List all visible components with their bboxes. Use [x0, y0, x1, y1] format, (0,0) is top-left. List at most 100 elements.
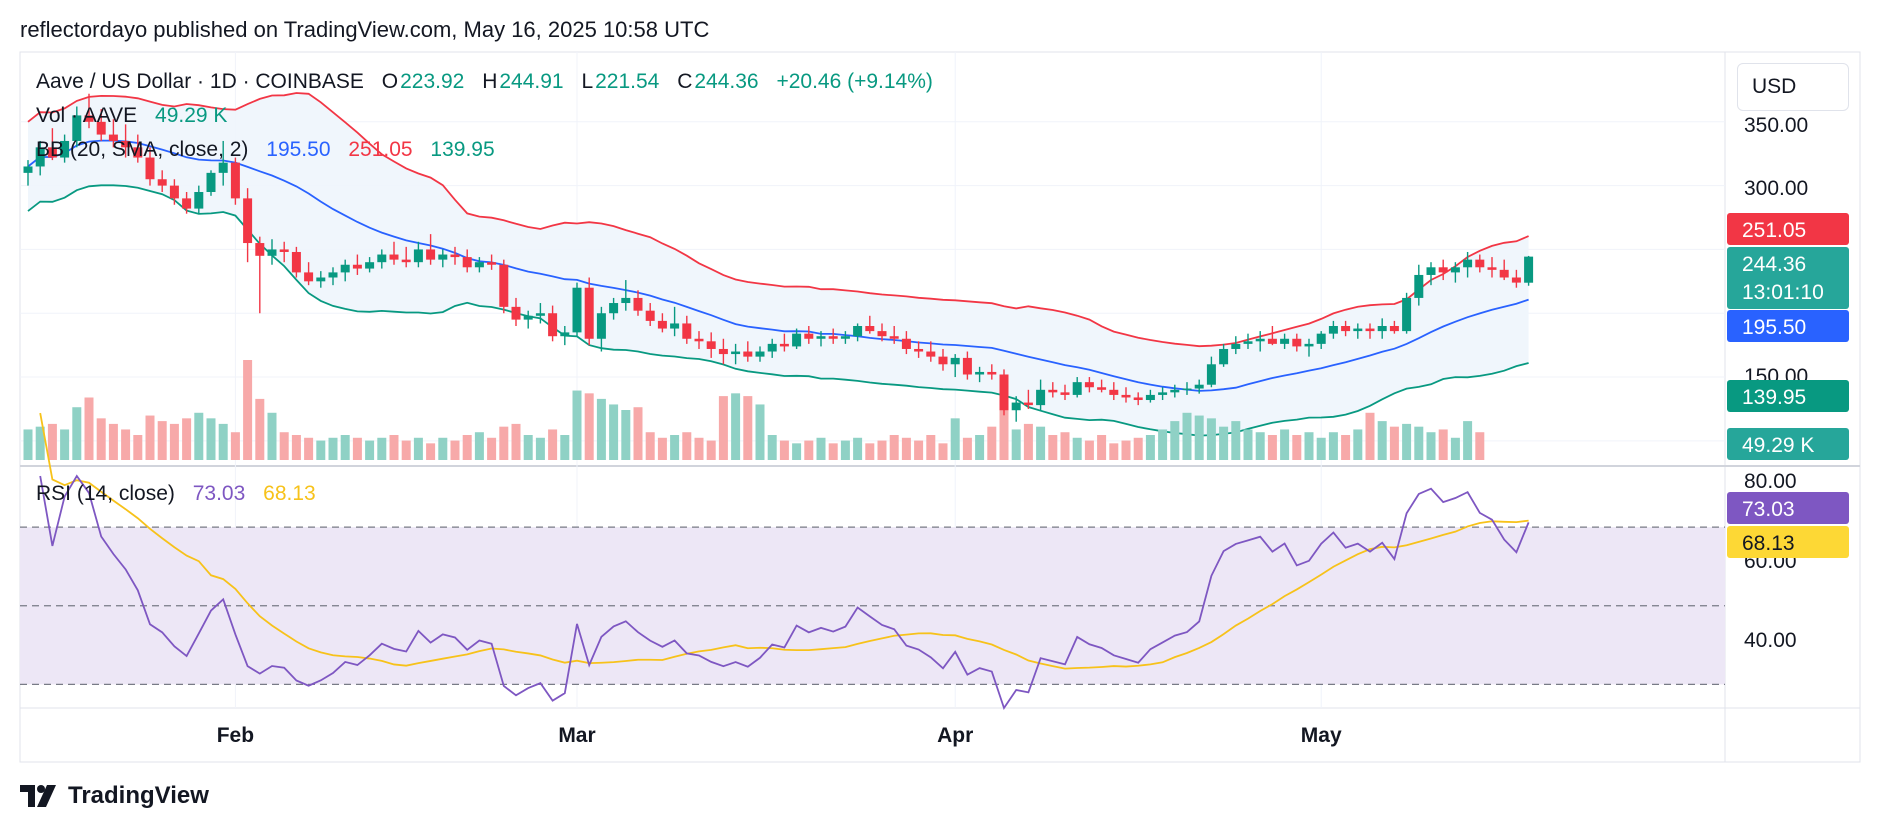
candle-body — [182, 198, 192, 209]
volume-bar — [718, 396, 728, 460]
volume-bar — [1353, 429, 1363, 460]
currency-button[interactable]: USD — [1737, 63, 1849, 111]
bb-basis-line — [27, 139, 1529, 392]
candle-body — [194, 192, 204, 209]
candle-body — [523, 315, 533, 320]
candle-body — [96, 121, 106, 135]
bb-lower-badge-bg — [1727, 380, 1849, 412]
rsi-badge: 73.03 — [1727, 492, 1849, 524]
volume-bar — [47, 423, 57, 460]
volume-bar — [1048, 435, 1058, 460]
bb-lower-badge-text: 139.95 — [1742, 386, 1806, 409]
volume-bar — [962, 437, 972, 460]
candle-body — [1438, 267, 1448, 273]
candle-body — [377, 254, 387, 263]
candle-body — [999, 374, 1009, 411]
candle-body — [121, 140, 131, 148]
candle-body — [1450, 267, 1460, 273]
low-label: L — [581, 70, 594, 93]
candle-body — [560, 332, 570, 337]
tradingview-logo[interactable]: TradingView — [20, 782, 209, 810]
candle-body — [1511, 277, 1521, 283]
volume-bar — [438, 437, 448, 460]
candle-body — [133, 147, 143, 158]
tradingview-logo-icon — [20, 785, 56, 807]
volume-bar — [243, 360, 253, 460]
candle-body — [1145, 394, 1155, 401]
volume-bar — [682, 432, 692, 460]
candle-body — [535, 313, 545, 316]
volume-bar — [182, 418, 192, 460]
bb-basis-value: 195.50 — [266, 138, 331, 161]
volume-bar — [694, 437, 704, 460]
volume-bar — [426, 443, 436, 460]
rsi-label[interactable]: RSI (14, close) — [36, 482, 175, 505]
candle-body — [1133, 397, 1143, 401]
candle-body — [108, 134, 118, 141]
candle-body — [255, 243, 265, 256]
candle-body — [645, 310, 655, 321]
volume-label[interactable]: Vol · AAVE — [36, 104, 138, 127]
volume-bar — [1414, 426, 1424, 460]
volume-bars — [23, 360, 1485, 460]
chart-frame — [19, 51, 1861, 763]
volume-bar — [1402, 423, 1412, 460]
candle-body — [950, 357, 960, 365]
volume-bar — [1011, 429, 1021, 460]
candle-body — [804, 333, 814, 339]
high-label: H — [482, 70, 498, 93]
volume-bar — [462, 435, 472, 460]
volume-bar — [267, 412, 277, 460]
candle-body — [621, 297, 631, 304]
volume-bar — [169, 423, 179, 460]
candle-body — [352, 264, 362, 269]
candle-body — [901, 338, 911, 349]
candle-body — [1292, 338, 1302, 347]
candle-body — [1365, 328, 1375, 332]
volume-bar — [804, 440, 814, 460]
rsi-value: 73.03 — [192, 482, 246, 505]
volume-bar — [1194, 415, 1204, 460]
candle-body — [682, 323, 692, 339]
volume-bar — [1316, 437, 1326, 460]
candle-body — [413, 249, 423, 263]
candle-body — [1377, 326, 1387, 332]
last-price-badge-text: 13:01:10 — [1742, 281, 1824, 304]
volume-bar — [304, 437, 314, 460]
candle-body — [328, 272, 338, 278]
bb-upper-badge-bg — [1727, 213, 1849, 245]
bb-basis-badge-bg — [1727, 310, 1849, 342]
volume-bar — [914, 440, 924, 460]
candle-body — [657, 320, 667, 329]
candle-body — [1206, 364, 1216, 385]
volume-bar — [670, 435, 680, 460]
bb-lower-badge: 139.95 — [1727, 380, 1849, 412]
volume-bar — [621, 410, 631, 460]
volume-bar — [389, 435, 399, 460]
candle-body — [1267, 338, 1277, 344]
candle-body — [1402, 297, 1412, 332]
volume-bar — [1145, 435, 1155, 460]
symbol-title[interactable]: Aave / US Dollar · 1D · COINBASE — [36, 70, 364, 93]
volume-bar — [1182, 412, 1192, 460]
candle-body — [84, 115, 94, 122]
candle-body — [304, 272, 314, 282]
volume-bar — [560, 435, 570, 460]
candle-body — [316, 277, 326, 282]
candle-body — [1048, 389, 1058, 393]
volume-bar — [365, 440, 375, 460]
volume-bar — [60, 429, 70, 460]
open-label: O — [381, 70, 399, 93]
volume-bar — [1036, 426, 1046, 460]
volume-bar — [840, 440, 850, 460]
volume-badge: 49.29 K — [1727, 428, 1849, 460]
bb-label[interactable]: BB (20, SMA, close, 2) — [36, 138, 249, 161]
candle-body — [877, 331, 887, 337]
candle-body — [1414, 274, 1424, 298]
volume-bar — [987, 426, 997, 460]
volume-bar — [1426, 432, 1436, 460]
candle-body — [401, 259, 411, 263]
volume-bar — [901, 437, 911, 460]
open-value: 223.92 — [400, 70, 465, 93]
